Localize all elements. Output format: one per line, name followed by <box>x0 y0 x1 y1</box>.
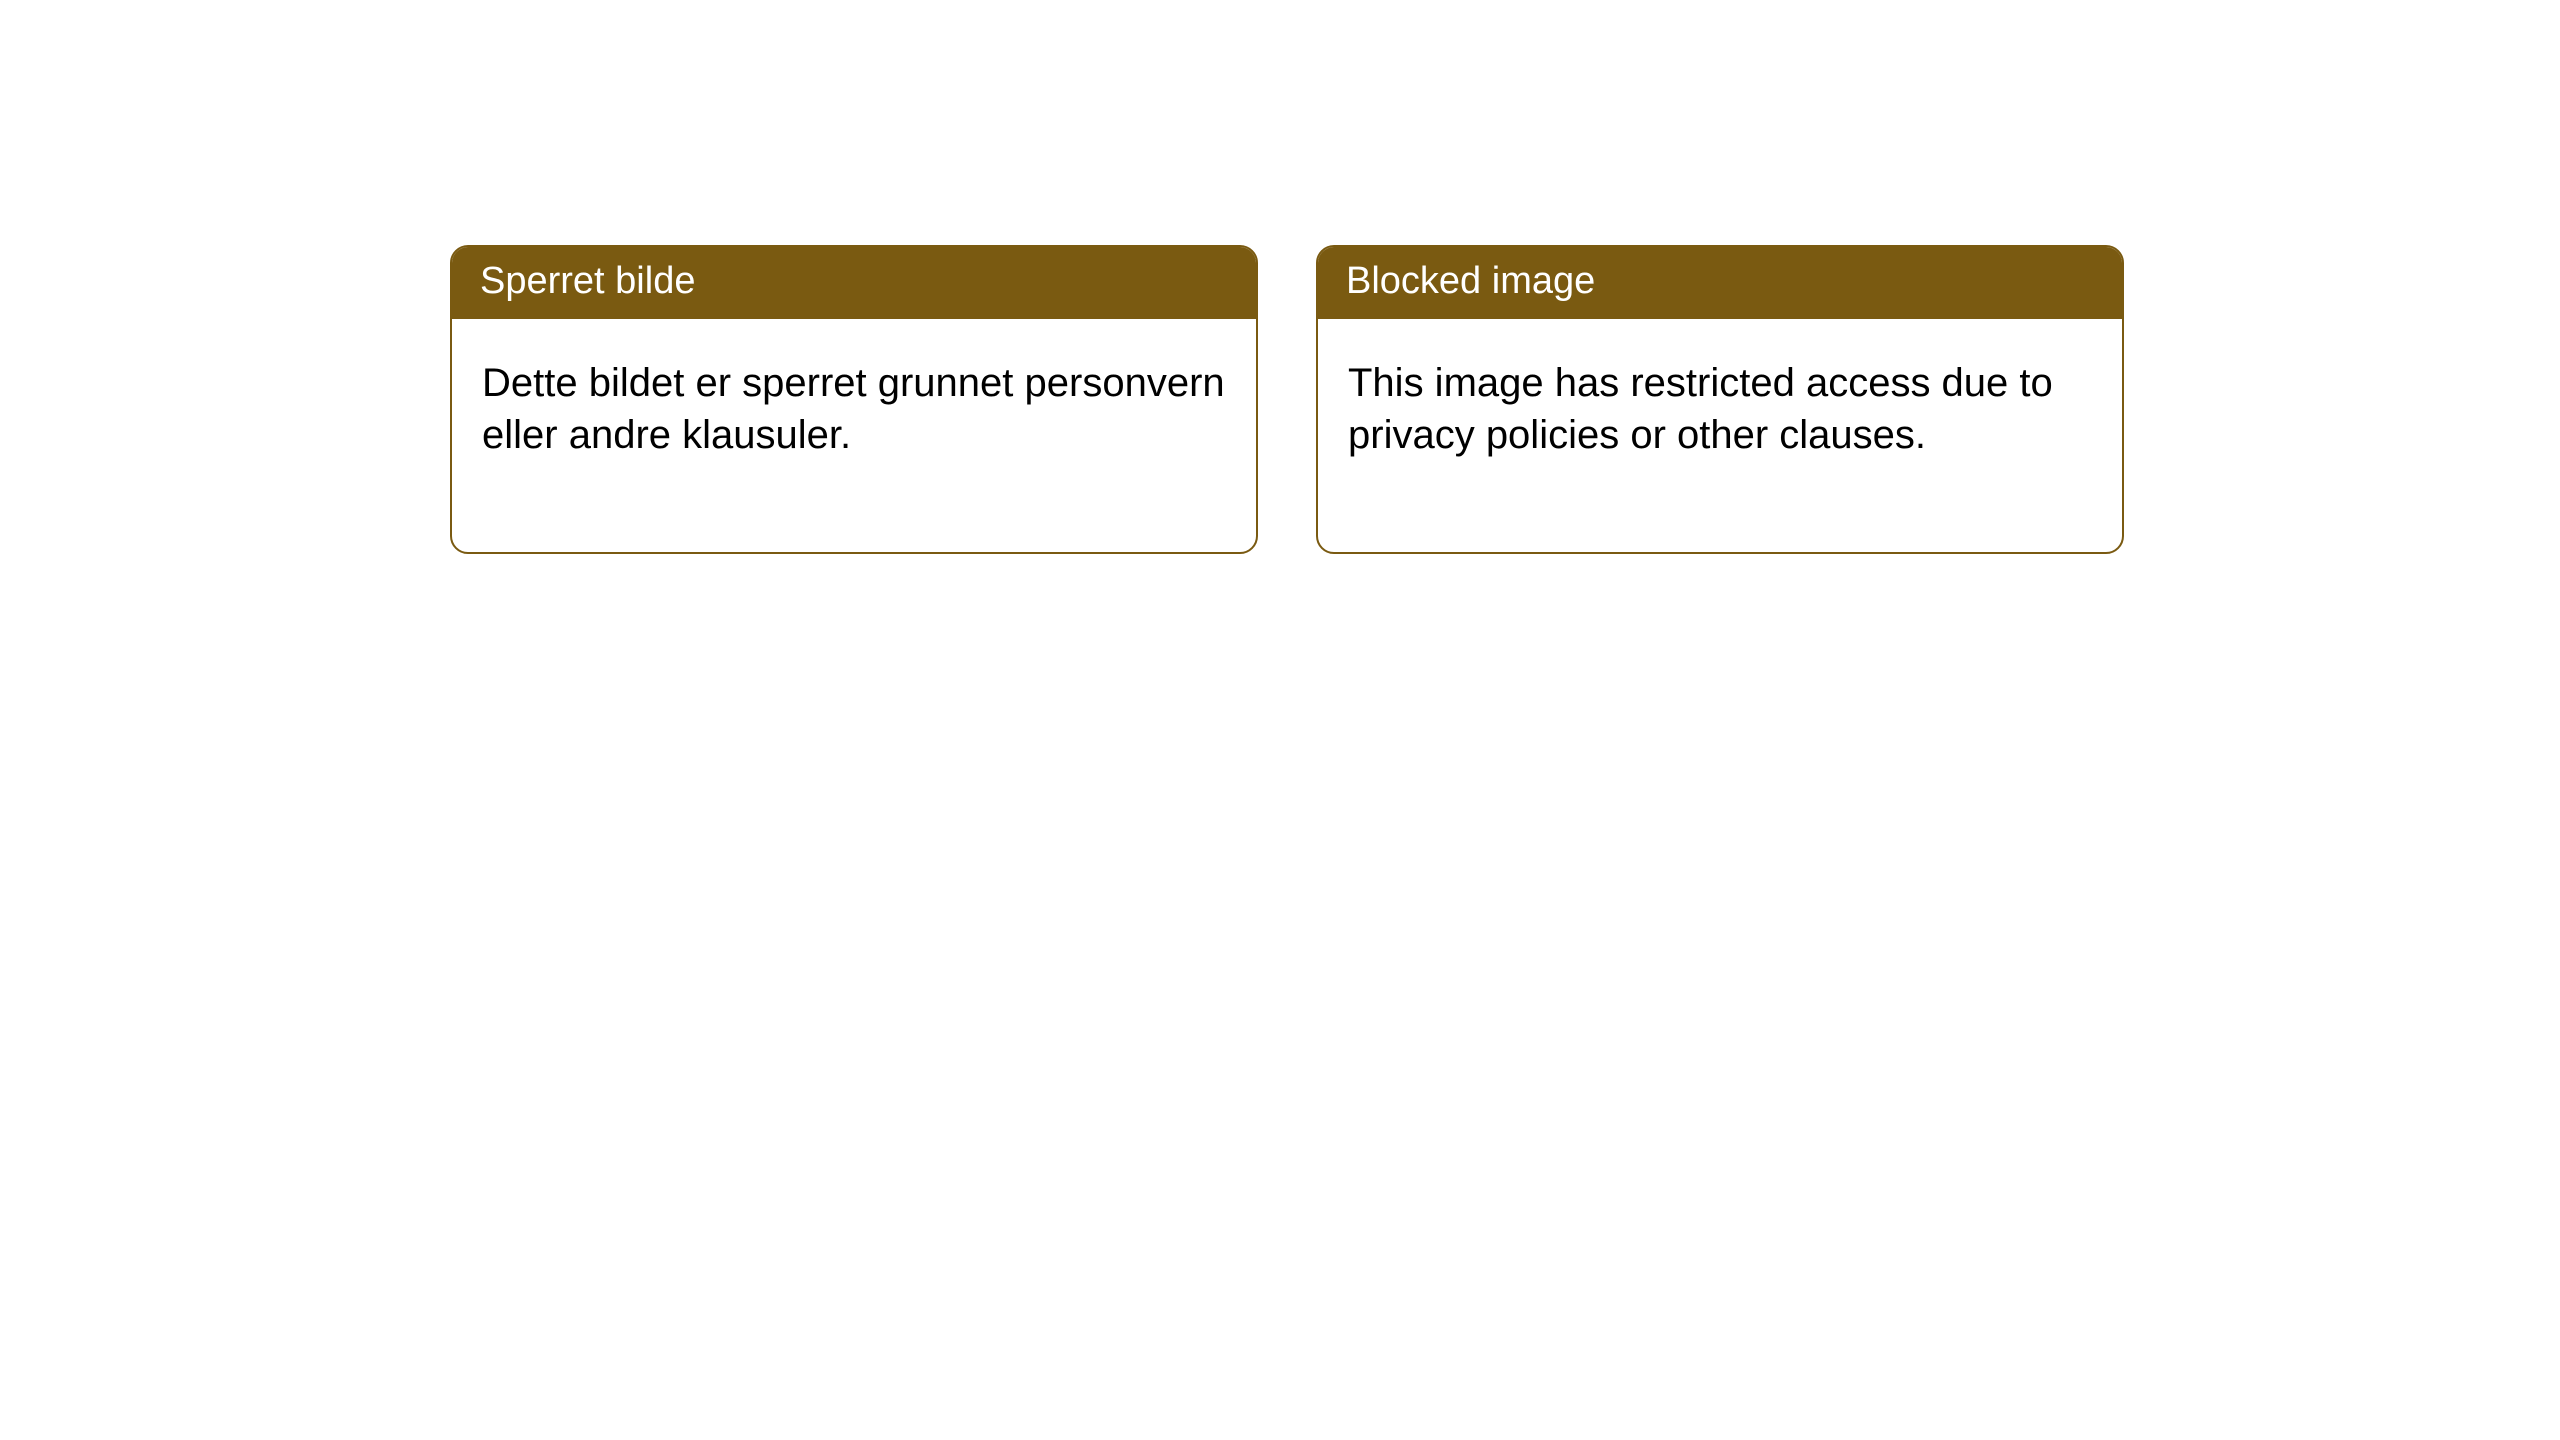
notice-card-row: Sperret bilde Dette bildet er sperret gr… <box>0 0 2560 554</box>
notice-card-header: Blocked image <box>1318 247 2122 319</box>
notice-card-norwegian: Sperret bilde Dette bildet er sperret gr… <box>450 245 1258 554</box>
notice-card-body: This image has restricted access due to … <box>1318 319 2122 553</box>
notice-card-body: Dette bildet er sperret grunnet personve… <box>452 319 1256 553</box>
notice-card-english: Blocked image This image has restricted … <box>1316 245 2124 554</box>
notice-card-header: Sperret bilde <box>452 247 1256 319</box>
